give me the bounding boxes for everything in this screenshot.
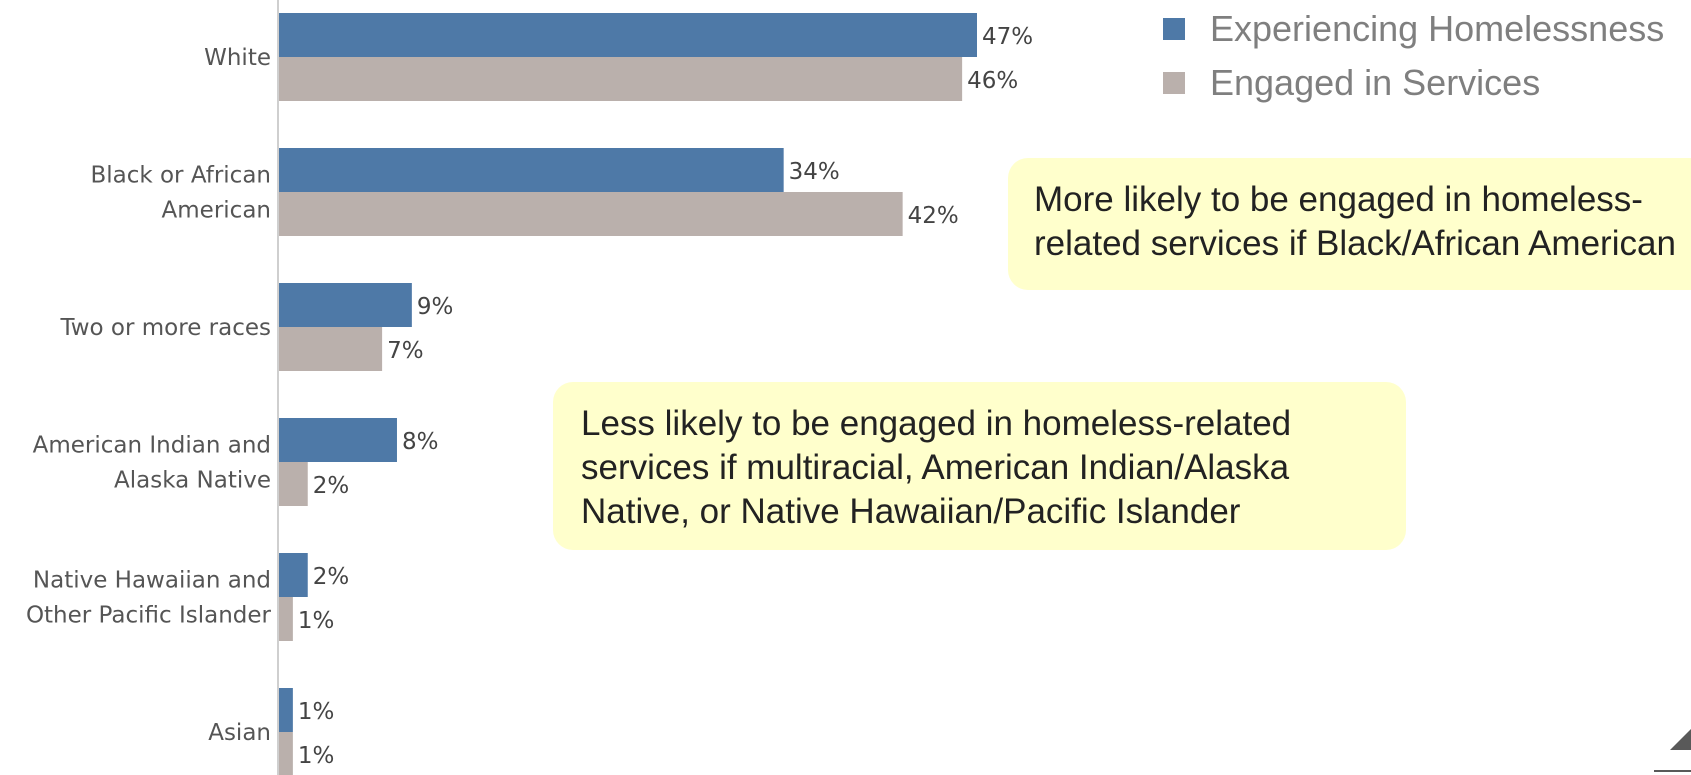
data-label-engaged-in-services-american-indian-and-alaska-native: 2% [313, 473, 350, 499]
category-label-american-indian-and-alaska-native-line-2: Alaska Native [114, 468, 271, 494]
data-label-engaged-in-services-black-or-african-american: 42% [908, 203, 959, 229]
legend-item-engaged-in-services: Engaged in Services [1163, 56, 1664, 110]
category-label-native-hawaiian-and-other-pacific-islander-line-2: Other Pacific Islander [26, 603, 272, 629]
data-label-engaged-in-services-two-or-more-races: 7% [387, 338, 424, 364]
bar-engaged-in-services-native-hawaiian-and-other-pacific-islander [278, 597, 293, 641]
category-label-american-indian-and-alaska-native-line-1: American Indian and [33, 433, 271, 459]
category-label-asian: Asian [208, 720, 271, 746]
callout-less-likely: Less likely to be engaged in homeless-re… [553, 382, 1406, 550]
callout-more-likely: More likely to be engaged in homeless- r… [1008, 158, 1691, 290]
category-label-native-hawaiian-and-other-pacific-islander-line-1: Native Hawaiian and [33, 568, 271, 594]
legend-item-experiencing-homelessness: Experiencing Homelessness [1163, 2, 1664, 56]
data-label-engaged-in-services-asian: 1% [298, 743, 335, 769]
data-label-experiencing-homelessness-asian: 1% [298, 699, 335, 725]
data-label-experiencing-homelessness-black-or-african-american: 34% [789, 159, 840, 185]
callout-more-likely-line-2: related services if Black/African Americ… [1034, 224, 1676, 263]
bar-experiencing-homelessness-white [278, 13, 977, 57]
data-label-experiencing-homelessness-two-or-more-races: 9% [417, 294, 454, 320]
bar-experiencing-homelessness-two-or-more-races [278, 283, 412, 327]
legend-swatch-engaged-in-services [1163, 72, 1185, 94]
callout-more-likely-line-1: More likely to be engaged in homeless- [1034, 180, 1643, 219]
data-label-experiencing-homelessness-american-indian-and-alaska-native: 8% [402, 429, 439, 455]
category-label-white: White [204, 45, 271, 71]
category-label-black-or-african-american-line-2: American [162, 198, 271, 224]
bar-experiencing-homelessness-black-or-african-american [278, 148, 784, 192]
legend-swatch-experiencing-homelessness [1163, 18, 1185, 40]
bar-experiencing-homelessness-asian [278, 688, 293, 732]
corner-triangle-icon [1670, 728, 1691, 750]
data-label-experiencing-homelessness-white: 47% [982, 24, 1033, 50]
data-label-experiencing-homelessness-native-hawaiian-and-other-pacific-islander: 2% [313, 564, 350, 590]
bar-experiencing-homelessness-american-indian-and-alaska-native [278, 418, 397, 462]
bar-engaged-in-services-black-or-african-american [278, 192, 903, 236]
chart-legend: Experiencing Homelessness Engaged in Ser… [1163, 2, 1664, 110]
data-label-engaged-in-services-white: 46% [967, 68, 1018, 94]
data-label-engaged-in-services-native-hawaiian-and-other-pacific-islander: 1% [298, 608, 335, 634]
category-label-two-or-more-races: Two or more races [60, 315, 272, 341]
bar-engaged-in-services-asian [278, 732, 293, 775]
bar-engaged-in-services-white [278, 57, 963, 101]
legend-label-engaged-in-services: Engaged in Services [1210, 62, 1541, 103]
legend-label-experiencing-homelessness: Experiencing Homelessness [1210, 8, 1665, 49]
corner-divider [1654, 770, 1691, 772]
bar-engaged-in-services-american-indian-and-alaska-native [278, 462, 308, 506]
bar-experiencing-homelessness-native-hawaiian-and-other-pacific-islander [278, 553, 308, 597]
category-label-black-or-african-american-line-1: Black or African [90, 163, 271, 189]
bar-engaged-in-services-two-or-more-races [278, 327, 383, 371]
